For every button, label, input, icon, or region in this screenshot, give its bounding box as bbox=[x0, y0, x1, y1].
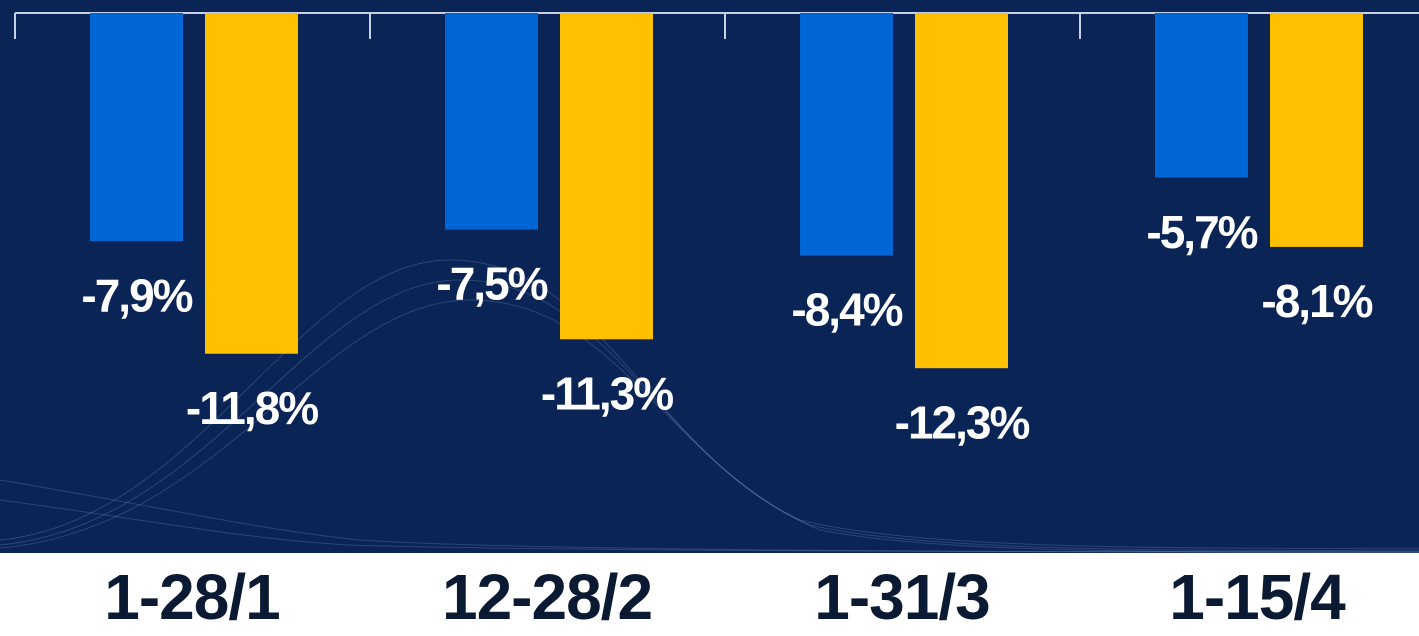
bar bbox=[1270, 13, 1363, 247]
bar bbox=[445, 13, 538, 230]
value-label: -5,7% bbox=[1146, 206, 1257, 258]
value-label: -8,4% bbox=[791, 284, 902, 336]
x-tick-label: 1-15/4 bbox=[1169, 561, 1346, 633]
value-label: -7,5% bbox=[436, 258, 547, 310]
value-label: -12,3% bbox=[895, 396, 1030, 448]
bar bbox=[1155, 13, 1248, 178]
x-tick-label: 12-28/2 bbox=[442, 561, 652, 633]
bar bbox=[90, 13, 183, 242]
bar bbox=[560, 13, 653, 340]
bar bbox=[915, 13, 1008, 369]
bar bbox=[205, 13, 298, 354]
x-tick-label: 1-28/1 bbox=[104, 561, 279, 633]
decorative-wave bbox=[0, 259, 1419, 553]
value-label: -11,8% bbox=[186, 382, 318, 434]
value-label: -7,9% bbox=[81, 269, 192, 321]
x-tick-label: 1-31/3 bbox=[814, 561, 989, 633]
value-label: -8,1% bbox=[1261, 275, 1372, 327]
value-label: -11,3% bbox=[541, 367, 673, 419]
bar bbox=[800, 13, 893, 256]
